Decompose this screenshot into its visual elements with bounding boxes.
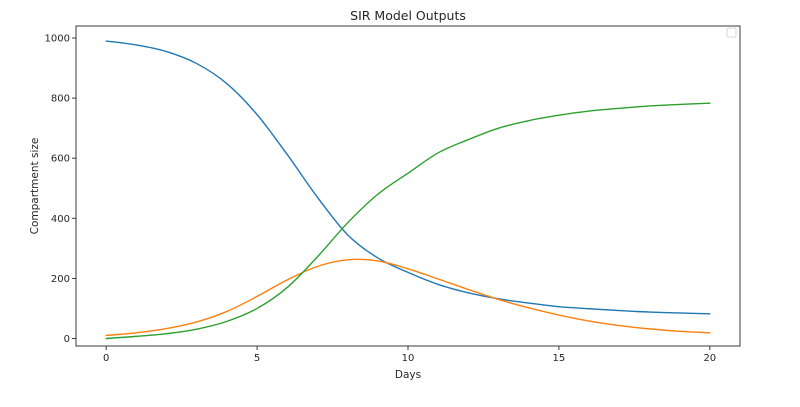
legend-box — [726, 27, 737, 38]
x-axis-label: Days — [395, 369, 421, 381]
x-tick-label: 15 — [553, 353, 566, 364]
y-tick-label: 1000 — [45, 34, 70, 45]
y-axis-label: Compartment size — [29, 138, 41, 235]
x-tick-label: 20 — [703, 353, 716, 364]
y-tick-label: 400 — [51, 214, 70, 225]
plot-frame — [75, 25, 741, 347]
series-line-1 — [105, 40, 711, 315]
x-tick-label: 10 — [402, 353, 415, 364]
chart-title: SIR Model Outputs — [350, 8, 466, 23]
y-tick-label: 600 — [51, 154, 70, 165]
series-line-3 — [105, 102, 711, 340]
x-tick-label: 5 — [254, 353, 260, 364]
x-tick-label: 0 — [103, 353, 109, 364]
y-axis-ticks: 0 200 400 600 800 1000 — [45, 34, 76, 345]
series-line-2 — [105, 258, 711, 337]
y-tick-label: 200 — [51, 274, 70, 285]
x-axis-ticks: 0 5 10 15 20 — [103, 346, 716, 364]
series-layer — [105, 40, 711, 340]
y-tick-label: 0 — [64, 334, 70, 345]
y-tick-label: 800 — [51, 94, 70, 105]
